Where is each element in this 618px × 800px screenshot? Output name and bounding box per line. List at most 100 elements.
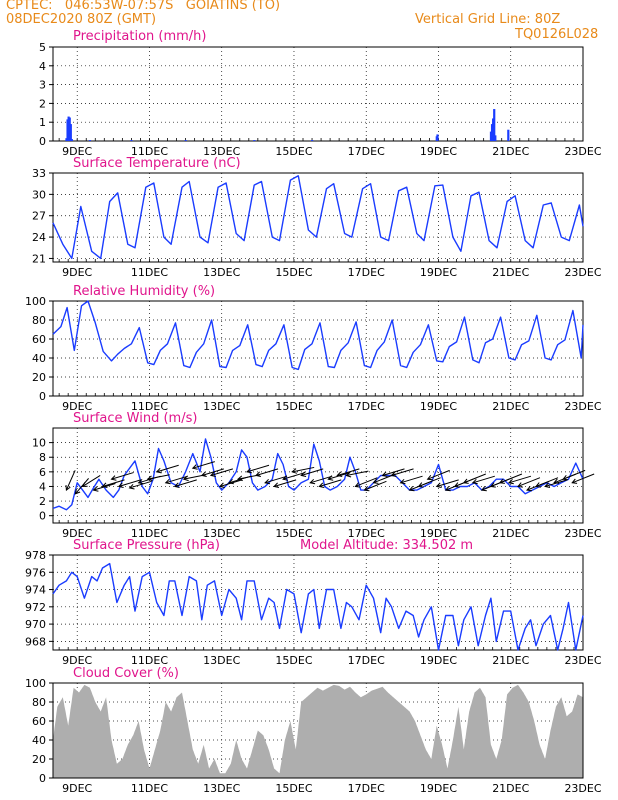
surface-wind-m-s-wind-arrowhead — [200, 471, 207, 477]
relative-humidity-panel: 0 20 40 60 80 100 9DEC 11DEC 13DEC 15DEC 17DEC 19DE… — [25, 284, 602, 413]
surface-temperature-nc-ytick-label: 24 — [32, 231, 46, 244]
relative-humidity-title: Relative Humidity (%) — [73, 284, 215, 299]
surface-temperature-nc-title: Surface Temperature (nC) — [73, 156, 241, 171]
relative-humidity-xtick-label: 21DEC — [492, 400, 529, 413]
relative-humidity-ytick-label: 0 — [39, 390, 46, 403]
surface-pressure-hpa-ytick-label: 968 — [25, 635, 46, 648]
surface-wind-m-s-wind-arrowhead — [363, 485, 370, 492]
surface-wind-m-s-frame — [52, 427, 584, 524]
header-date: 08DEC2020 80Z (GMT) — [6, 12, 157, 27]
surface-wind-m-s-wind-arrow — [355, 477, 378, 487]
surface-pressure-hpa-xtick-label: 15DEC — [275, 654, 312, 667]
surface-wind-m-s-wind-arrow — [273, 479, 297, 487]
surface-wind-m-s-wind-arrow — [346, 470, 369, 476]
surface-pressure-hpa-title: Surface Pressure (hPa) — [73, 538, 220, 553]
surface-pressure-hpa-ytick-label: 978 — [25, 549, 46, 562]
cloud-cover-ytick-label: 60 — [32, 715, 46, 728]
surface-wind-m-s-wind-arrowhead — [309, 478, 316, 485]
precipitation-mm-h-xtick-label: 11DEC — [131, 145, 168, 158]
surface-wind-m-s-wind-arrowhead — [526, 485, 533, 492]
surface-wind-m-s-wind-arrowhead — [471, 478, 478, 485]
surface-wind-m-s-wind-arrowhead — [273, 482, 280, 488]
surface-wind-m-s-wind-arrow — [156, 464, 179, 473]
surface-wind-m-s-wind-arrow — [364, 480, 387, 491]
precipitation-mm-h-bar — [507, 129, 510, 141]
surface-wind-m-s-wind-arrowhead — [164, 478, 171, 485]
surface-wind-m-s-wind-arrowhead — [128, 484, 135, 490]
surface-wind-m-s-wind-arrowhead — [507, 478, 514, 485]
cloud-cover-xtick-label: 21DEC — [492, 782, 529, 795]
surface-wind-m-s-ytick-label: 0 — [39, 510, 46, 523]
header-station: CPTEC: 046:53W-07:57S GOIATINS (TO) — [6, 0, 281, 13]
surface-wind-m-s-xtick-label: 19DEC — [420, 527, 457, 540]
precipitation-mm-h-xtick-label: 15DEC — [275, 145, 312, 158]
surface-pressure-hpa-annotation: Model Altitude: 334.502 m — [300, 538, 473, 553]
surface-wind-m-s-wind-arrow — [337, 468, 360, 476]
surface-wind-m-s-wind-arrow — [147, 474, 170, 480]
surface-pressure-hpa-ytick-label: 972 — [25, 601, 46, 614]
surface-wind-m-s-series-line — [52, 438, 584, 511]
precipitation-mm-h-bar — [70, 139, 73, 141]
surface-temperature-nc-ytick-label: 21 — [32, 252, 46, 265]
precipitation-mm-h-bar — [88, 140, 92, 141]
surface-wind-m-s-wind-arrowhead — [146, 475, 153, 482]
surface-wind-m-s-xtick-label: 21DEC — [492, 527, 529, 540]
surface-wind-m-s-wind-arrowhead — [254, 471, 261, 477]
surface-pressure-hpa-series-line — [52, 562, 584, 651]
surface-temperature-nc-xtick-label: 9DEC — [62, 266, 92, 279]
precipitation-mm-h-bar — [184, 140, 187, 141]
surface-wind-m-s-wind-arrow — [264, 475, 288, 484]
surface-wind-m-s-wind-arrow — [111, 472, 134, 480]
precipitation-mm-h-frame — [52, 46, 584, 142]
surface-wind-m-s-wind-arrow — [499, 473, 523, 484]
precipitation-mm-h-bar — [69, 124, 72, 141]
surface-temperature-nc-xtick-label: 17DEC — [348, 266, 385, 279]
precipitation-mm-h-ytick-label: 1 — [39, 116, 46, 129]
surface-wind-m-s-wind-arrowhead — [117, 482, 124, 488]
surface-wind-m-s-ytick-label: 2 — [39, 495, 46, 508]
surface-temperature-nc-ytick-label: 30 — [32, 188, 46, 201]
relative-humidity-ytick-label: 80 — [32, 314, 46, 327]
cloud-cover-frame-top — [52, 682, 584, 779]
surface-wind-m-s-wind-arrowhead — [282, 475, 289, 481]
relative-humidity-xtick-label: 15DEC — [275, 400, 312, 413]
cloud-cover-xtick-label: 23DEC — [564, 782, 601, 795]
surface-wind-m-s-wind-arrowhead — [480, 485, 487, 492]
surface-wind-m-s-wind-arrowhead — [489, 482, 496, 488]
relative-humidity-xtick-label: 13DEC — [203, 400, 240, 413]
precipitation-mm-h-bar — [130, 140, 133, 141]
relative-humidity-xtick-label: 23DEC — [564, 400, 601, 413]
surface-wind-m-s-wind-arrow — [508, 475, 532, 484]
cloud-cover-panel: 0 20 40 60 80 100 9DEC 11DEC 13DEC 15DEC 17DEC 19DE… — [25, 666, 602, 795]
cloud-cover-xtick-label: 13DEC — [203, 782, 240, 795]
cloud-cover-xtick-label: 17DEC — [348, 782, 385, 795]
relative-humidity-series-line — [52, 300, 584, 371]
cloud-cover-xtick-label: 11DEC — [131, 782, 168, 795]
surface-wind-m-s-wind-arrow — [517, 477, 541, 487]
surface-wind-m-s-wind-arrowhead — [381, 471, 388, 477]
relative-humidity-ytick-label: 20 — [32, 371, 46, 384]
surface-pressure-hpa-frame — [52, 554, 584, 651]
surface-wind-m-s-wind-arrowhead — [435, 482, 442, 488]
surface-wind-m-s-ytick-label: 8 — [39, 451, 46, 464]
surface-wind-m-s-title: Surface Wind (m/s) — [73, 411, 197, 426]
surface-wind-m-s-wind-arrowhead — [65, 485, 71, 492]
surface-wind-m-s-wind-arrow — [118, 479, 141, 487]
precipitation-mm-h-bar — [311, 140, 314, 141]
surface-wind-m-s-wind-arrow — [418, 477, 441, 487]
surface-wind-m-s-wind-arrow — [174, 479, 197, 487]
surface-wind-m-s-wind-arrow — [436, 479, 459, 487]
surface-wind-m-s-wind-arrowhead — [553, 478, 560, 484]
cloud-cover-ytick-label: 20 — [32, 753, 46, 766]
relative-humidity-ytick-label: 40 — [32, 352, 46, 365]
surface-temperature-nc-xtick-label: 19DEC — [420, 266, 457, 279]
surface-wind-m-s-wind-arrowhead — [246, 467, 253, 474]
surface-temperature-nc-xtick-label: 11DEC — [131, 266, 168, 279]
surface-wind-m-s-wind-arrowhead — [218, 482, 225, 488]
precipitation-mm-h-ytick-label: 5 — [39, 41, 46, 54]
surface-wind-m-s-wind-arrowhead — [300, 471, 307, 477]
cloud-cover-ytick-label: 40 — [32, 734, 46, 747]
surface-wind-m-s-wind-arrow — [65, 470, 76, 491]
surface-wind-m-s-panel: 0 2 46 810 9DEC 11DEC 13DEC 15DEC 17DEC 19DEC 21DE… — [32, 411, 602, 540]
